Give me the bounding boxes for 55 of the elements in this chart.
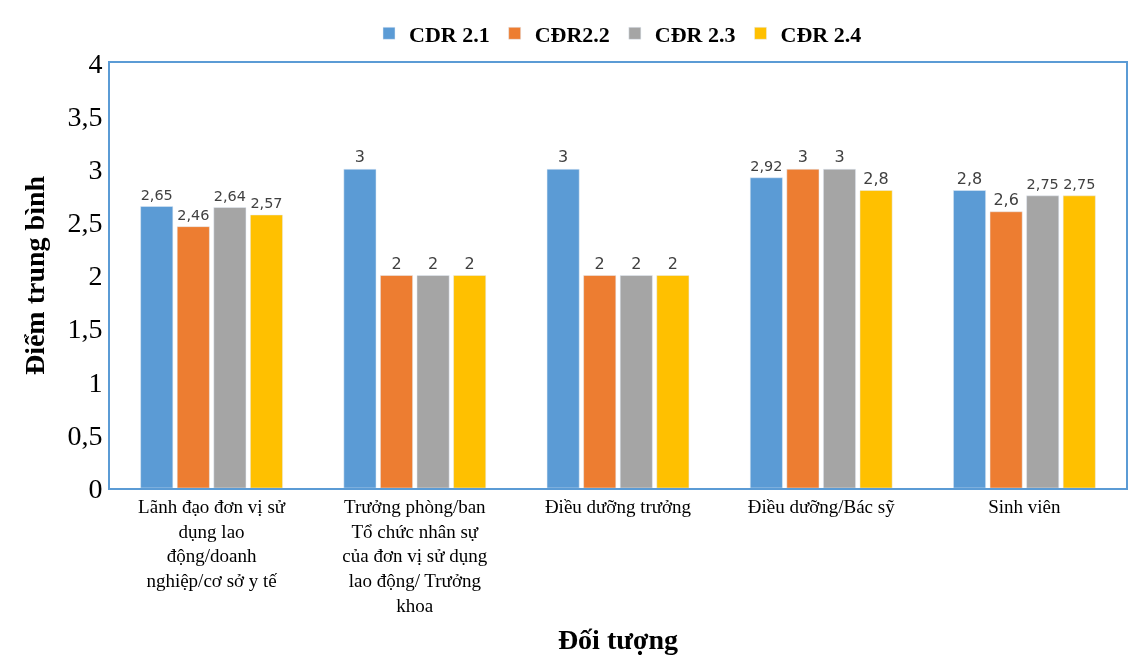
- bar: [1026, 195, 1060, 488]
- data-label: 2,65: [140, 186, 173, 203]
- bar: [453, 275, 487, 488]
- y-tick-label: 1,5: [67, 313, 103, 345]
- y-tick-label: 0,5: [67, 419, 103, 451]
- bar: [416, 275, 450, 488]
- bar: [1062, 195, 1096, 488]
- bar: [989, 211, 1023, 488]
- bar: [583, 275, 617, 488]
- legend-label: CĐR 2.3: [654, 21, 736, 47]
- data-label: 2: [464, 253, 475, 273]
- data-label: 2,64: [213, 187, 246, 204]
- legend-label: CĐR 2.4: [780, 21, 862, 47]
- data-label: 2: [667, 253, 678, 273]
- x-axis-title: Đối tượng: [557, 624, 679, 656]
- bar: [656, 275, 690, 488]
- x-tick-label: Sinh viên: [988, 495, 1062, 517]
- bar: [380, 275, 413, 488]
- data-label: 2,75: [1026, 176, 1059, 193]
- y-tick-label: 3,5: [67, 100, 103, 132]
- data-label: 3: [797, 147, 809, 167]
- data-label: 2: [427, 253, 439, 273]
- data-label: 2,8: [863, 168, 889, 188]
- data-label: 3: [834, 147, 845, 167]
- bar: [213, 207, 247, 488]
- data-label: 3: [558, 147, 569, 167]
- y-tick-label: 4: [88, 47, 103, 79]
- bar: [823, 169, 856, 488]
- data-label: 2,57: [250, 195, 283, 212]
- y-tick-label: 3: [88, 154, 103, 186]
- bar: [786, 169, 820, 488]
- data-label: 3: [354, 147, 366, 167]
- data-label: 2: [631, 253, 642, 273]
- bar: [176, 226, 210, 488]
- data-label: 2,8: [956, 168, 983, 188]
- y-axis-title: Điểm trung bình: [18, 175, 50, 376]
- y-tick-label: 1: [88, 366, 103, 398]
- bar: [619, 275, 653, 488]
- legend-label: CDR 2.1: [409, 21, 490, 47]
- x-tick-label: Điều dưỡng trưởng: [544, 495, 692, 517]
- legend-label: CĐR2.2: [534, 21, 610, 47]
- x-tick-label: Lãnh đạo đơn vị sử dụng lao động/doanh nghiệp/cơ sở y tế: [138, 495, 286, 591]
- data-label: 2,46: [177, 207, 210, 224]
- bar: [859, 190, 893, 488]
- data-label: 2,92: [750, 158, 783, 175]
- y-tick-label: 0: [88, 472, 103, 504]
- data-label: 2: [391, 253, 402, 273]
- x-tick-label: Trưởng phòng/ban Tổ chức nhân sự của đơn vị sử dụng lao động/ Trưởng khoa: [342, 495, 488, 616]
- data-label: 2,6: [993, 189, 1019, 209]
- y-tick-label: 2,5: [67, 207, 103, 239]
- data-label: 2,75: [1063, 176, 1096, 193]
- data-label: 2: [594, 253, 605, 273]
- bar: [250, 214, 283, 488]
- y-tick-label: 2: [88, 260, 103, 292]
- x-tick-label: Điều dưỡng/Bác sỹ: [747, 495, 896, 517]
